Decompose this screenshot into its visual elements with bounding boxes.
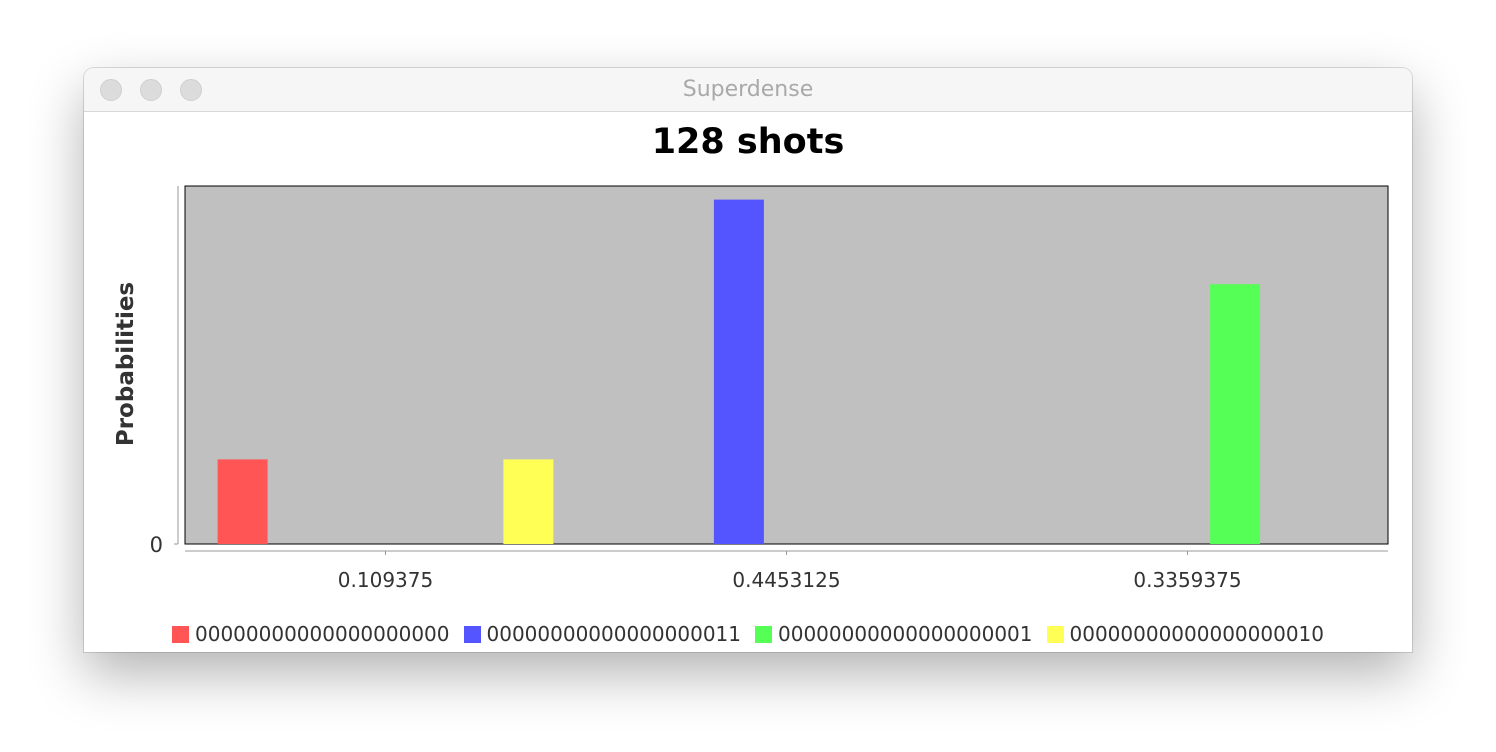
bar-0.3359375-00000000000000000001 — [1210, 284, 1261, 544]
legend-label: 00000000000000000011 — [486, 622, 742, 646]
app-window: Superdense 128 shots Probabilities 0 0.1… — [84, 68, 1412, 652]
bar-0.4453125-00000000000000000011 — [713, 199, 764, 544]
y-ticks-group: 0 — [150, 533, 178, 557]
legend-item: 00000000000000000011 — [463, 622, 742, 646]
chart-title: 128 shots — [652, 122, 845, 162]
bar-chart: 128 shots Probabilities 0 0.109375 0.4453… — [113, 122, 1389, 592]
x-tick-label: 0.4453125 — [732, 568, 840, 592]
legend-swatch — [755, 625, 772, 643]
legend-item: 00000000000000000001 — [755, 622, 1033, 646]
legend-label: 00000000000000000001 — [778, 622, 1033, 646]
y-tick-label: 0 — [150, 533, 163, 557]
x-tick-label: 0.109375 — [338, 568, 433, 592]
window-title: Superdense — [682, 77, 814, 102]
legend-label: 00000000000000000000 — [195, 622, 450, 646]
bar-0.109375-00000000000000000000 — [217, 459, 268, 544]
legend-label: 00000000000000000010 — [1069, 622, 1325, 646]
legend-swatch — [463, 625, 481, 643]
minimize-window-button[interactable] — [140, 79, 162, 101]
x-tick-label: 0.3359375 — [1133, 568, 1241, 592]
legend-swatch — [172, 625, 189, 643]
plot-area — [184, 185, 1389, 545]
bars-group — [217, 199, 1261, 544]
legend-item: 00000000000000000000 — [172, 622, 450, 646]
bar-0.109375-00000000000000000010 — [503, 459, 554, 544]
x-ticks-group: 0.109375 0.4453125 0.3359375 — [338, 551, 1242, 592]
y-axis-label: Probabilities — [113, 282, 139, 446]
chart-panel: 128 shots Probabilities 0 0.109375 0.4453… — [84, 112, 1412, 652]
legend-item: 00000000000000000010 — [1046, 622, 1325, 646]
chart-legend: 00000000000000000000 00000000000000000011… — [84, 620, 1412, 648]
legend-swatch — [1046, 625, 1064, 643]
close-window-button[interactable] — [100, 79, 122, 101]
zoom-window-button[interactable] — [180, 79, 202, 101]
title-bar[interactable]: Superdense — [84, 68, 1412, 112]
